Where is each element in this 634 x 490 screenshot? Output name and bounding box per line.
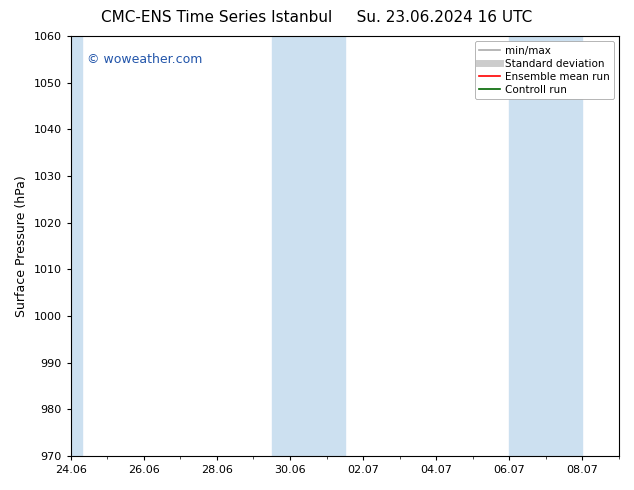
Bar [272,36,345,456]
Y-axis label: Surface Pressure (hPa): Surface Pressure (hPa) [15,175,28,317]
Bar [71,36,82,456]
Text: © woweather.com: © woweather.com [87,53,202,66]
Bar [509,36,583,456]
Text: CMC-ENS Time Series Istanbul     Su. 23.06.2024 16 UTC: CMC-ENS Time Series Istanbul Su. 23.06.2… [101,10,533,25]
Legend: min/max, Standard deviation, Ensemble mean run, Controll run: min/max, Standard deviation, Ensemble me… [475,41,614,99]
